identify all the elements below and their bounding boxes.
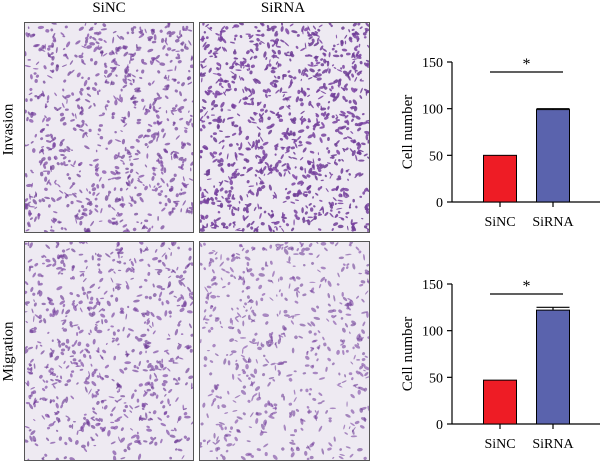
- image-migration-sirna: [200, 242, 369, 460]
- micrograph-invasion-sinc: [24, 22, 194, 233]
- y-tick-label: 50: [429, 371, 443, 386]
- row-label-migration: Migration: [0, 321, 17, 382]
- image-invasion-sirna: [200, 23, 369, 232]
- micrograph-migration-sirna: [199, 241, 370, 461]
- column-label-sirna: SiRNA: [260, 0, 306, 16]
- y-tick-label: 100: [422, 325, 443, 340]
- x-tick-label-sirna: SiRNA: [532, 437, 574, 452]
- y-tick-label: 100: [422, 103, 443, 118]
- significance-marker: *: [523, 278, 531, 295]
- y-tick-label: 0: [436, 418, 443, 433]
- micrograph-invasion-sirna: [199, 22, 370, 233]
- bar-sinc: [483, 379, 517, 425]
- y-tick-label: 150: [422, 56, 443, 71]
- bar-sirna: [536, 309, 570, 425]
- column-label-sinc: SiNC: [92, 0, 126, 16]
- bar-sirna: [536, 109, 570, 203]
- y-tick-label: 50: [429, 149, 443, 164]
- bar-sinc: [483, 154, 517, 203]
- y-axis-label: Cell number: [400, 95, 416, 170]
- micrograph-migration-sinc: [24, 241, 194, 461]
- image-migration-sinc: [25, 242, 193, 460]
- y-axis-label: Cell number: [400, 317, 416, 392]
- x-tick-label-sirna: SiRNA: [532, 215, 574, 230]
- bar-chart-invasion: Cell number 0 50 100 150 SiNC SiRNA *: [388, 40, 600, 240]
- x-tick-label-sinc: SiNC: [484, 215, 515, 230]
- significance-marker: *: [523, 56, 531, 73]
- row-label-invasion: Invasion: [0, 103, 17, 156]
- bar-chart-migration: Cell number 0 50 100 150 SiNC SiRNA *: [388, 262, 600, 462]
- x-tick-label-sinc: SiNC: [484, 437, 515, 452]
- y-tick-label: 0: [436, 196, 443, 211]
- image-invasion-sinc: [25, 23, 193, 232]
- y-tick-label: 150: [422, 278, 443, 293]
